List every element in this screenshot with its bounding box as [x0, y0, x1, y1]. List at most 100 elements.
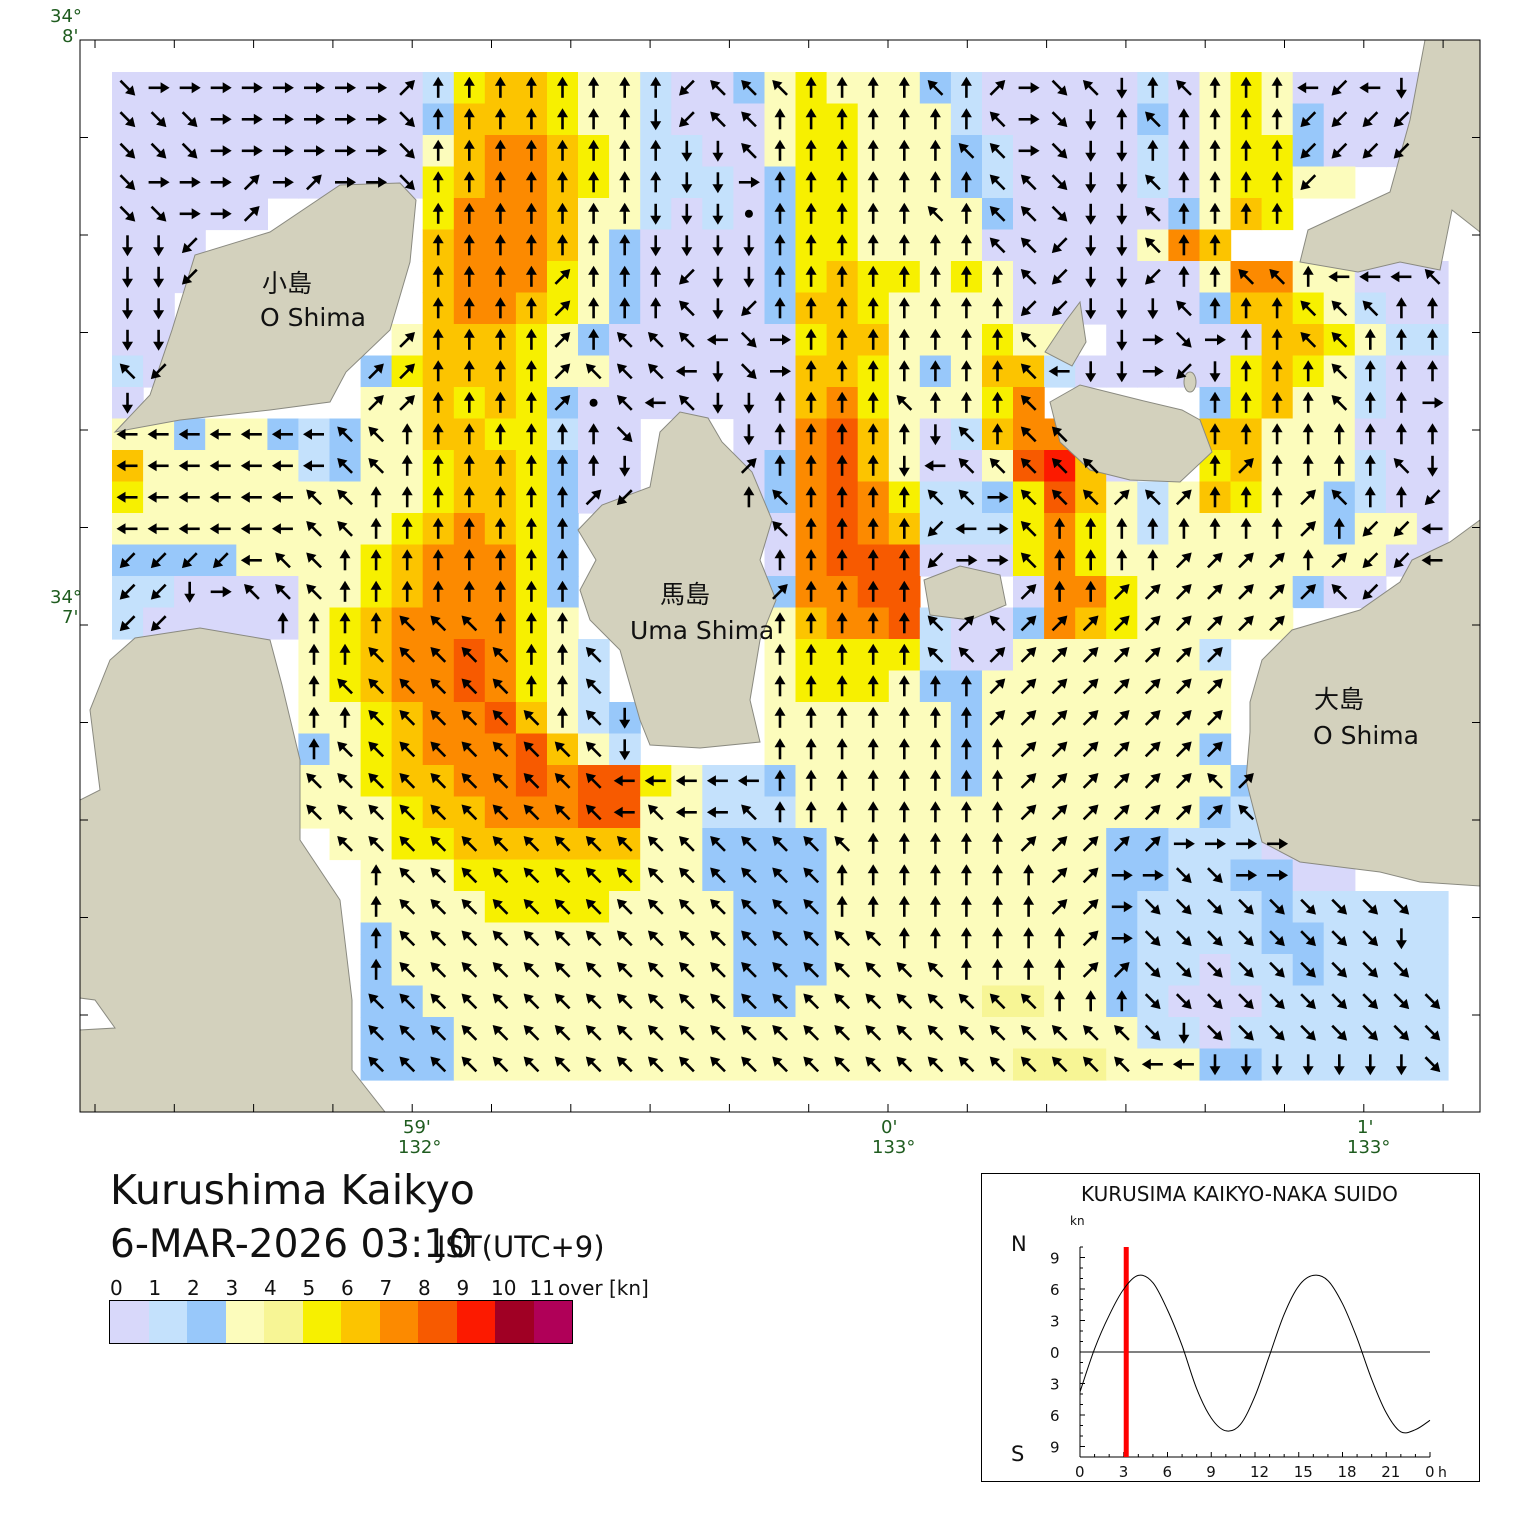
- y-tick-label: 3: [1050, 1313, 1060, 1331]
- current-map: 小島 O Shima 馬島 Uma Shima 大島 O Shima 34° 8…: [50, 6, 1481, 1158]
- current-arrow-icon: [1051, 205, 1068, 222]
- current-arrow-icon: [1209, 108, 1221, 130]
- current-arrow-icon: [960, 76, 972, 98]
- y-tick-label: 6: [1050, 1281, 1060, 1299]
- current-arrow-icon: [272, 176, 294, 188]
- current-arrow-icon: [867, 297, 879, 319]
- current-arrow-icon: [805, 202, 817, 224]
- current-arrow-icon: [1147, 139, 1159, 161]
- current-arrow-icon: [210, 208, 232, 220]
- current-arrow-icon: [1147, 298, 1159, 320]
- current-arrow-icon: [1020, 269, 1037, 285]
- current-arrow-icon: [650, 235, 662, 257]
- current-arrow-icon: [1395, 77, 1407, 99]
- current-arrow-icon: [335, 145, 356, 157]
- current-arrow-icon: [616, 332, 633, 348]
- current-arrow-icon: [588, 139, 600, 161]
- legend-swatch: [495, 1301, 534, 1343]
- speed-cell: [1323, 166, 1356, 199]
- current-arrow-icon: [805, 328, 817, 350]
- current-arrow-icon: [432, 76, 444, 98]
- current-arrow-icon: [1209, 234, 1221, 256]
- current-arrow-icon: [805, 139, 817, 161]
- current-arrow-icon: [1300, 174, 1317, 191]
- legend-swatch: [187, 1301, 226, 1343]
- current-arrow-icon: [1116, 203, 1128, 225]
- current-arrow-icon: [243, 206, 260, 222]
- current-arrow-icon: [119, 363, 136, 380]
- current-arrow-icon: [1209, 265, 1221, 287]
- current-arrow-icon: [366, 113, 388, 125]
- x-tick-label: 21: [1381, 1463, 1400, 1481]
- current-arrow-icon: [1271, 297, 1283, 319]
- current-arrow-icon: [774, 171, 786, 193]
- current-arrow-icon: [210, 145, 232, 157]
- latitude-labels: 34° 8' 34° 7': [50, 6, 82, 628]
- current-arrow-icon: [1328, 271, 1350, 283]
- legend-swatch: [264, 1301, 303, 1343]
- current-arrow-icon: [1362, 300, 1379, 317]
- current-arrow-icon: [366, 176, 388, 188]
- current-arrow-icon: [1178, 108, 1190, 130]
- land-areas: [79, 39, 1481, 1113]
- current-arrow-icon: [1085, 109, 1097, 131]
- legend-label: 8: [418, 1276, 431, 1300]
- current-arrow-icon: [525, 297, 537, 319]
- current-arrow-icon: [774, 265, 786, 287]
- current-arrow-icon: [399, 363, 415, 380]
- current-arrow-icon: [241, 145, 263, 157]
- map-title: Kurushima Kaikyo: [110, 1166, 475, 1214]
- current-arrow-icon: [119, 142, 136, 159]
- current-arrow-icon: [619, 139, 631, 161]
- current-arrow-icon: [898, 139, 910, 161]
- current-arrow-icon: [960, 234, 972, 256]
- current-arrow-icon: [494, 360, 506, 382]
- current-arrow-icon: [836, 202, 848, 224]
- current-arrow-icon: [1051, 268, 1068, 285]
- current-arrow-icon: [805, 171, 817, 193]
- current-arrow-icon: [712, 298, 724, 320]
- legend-label: 6: [341, 1276, 354, 1300]
- current-arrow-icon: [272, 113, 294, 125]
- current-arrow-icon: [1205, 334, 1226, 346]
- current-arrow-icon: [432, 171, 444, 193]
- current-arrow-icon: [992, 265, 1003, 287]
- current-arrow-icon: [122, 235, 133, 257]
- current-arrow-icon: [867, 360, 879, 382]
- current-arrow-icon: [557, 234, 568, 256]
- map-datetime: 6-MAR-2026 03:10: [110, 1222, 473, 1267]
- current-arrow-icon: [1020, 332, 1037, 348]
- timezone-label: JST(UTC+9): [437, 1230, 605, 1264]
- current-arrow-icon: [774, 202, 786, 224]
- current-arrow-icon: [557, 202, 568, 224]
- current-arrow-icon: [805, 76, 817, 98]
- current-arrow-icon: [743, 235, 755, 257]
- legend-swatch: [302, 1301, 341, 1343]
- current-arrow-icon: [741, 300, 757, 317]
- current-arrow-icon: [867, 76, 879, 98]
- current-arrow-icon: [1176, 300, 1192, 317]
- current-arrow-icon: [710, 111, 726, 128]
- lon-label-deg: 132°: [398, 1137, 441, 1158]
- current-arrow-icon: [1300, 300, 1317, 317]
- current-arrow-icon: [1116, 140, 1128, 162]
- current-arrow-icon: [1271, 139, 1283, 161]
- current-arrow-icon: [525, 328, 537, 350]
- current-arrow-icon: [463, 139, 475, 161]
- current-arrow-icon: [710, 80, 726, 96]
- current-arrow-icon: [463, 328, 475, 350]
- current-arrow-icon: [650, 171, 662, 193]
- legend-label: 4: [264, 1276, 277, 1300]
- current-arrow-icon: [588, 171, 600, 193]
- current-arrow-icon: [463, 234, 475, 256]
- legend-label: 0: [110, 1276, 123, 1300]
- current-arrow-icon: [1145, 206, 1161, 222]
- current-arrow-icon: [122, 266, 133, 288]
- current-arrow-icon: [494, 139, 506, 161]
- current-arrow-icon: [150, 142, 167, 159]
- current-arrow-icon: [681, 172, 693, 194]
- current-arrow-icon: [898, 234, 910, 256]
- current-arrow-icon: [1331, 79, 1348, 96]
- current-arrow-icon: [432, 265, 444, 287]
- x-tick-label: 9: [1206, 1463, 1216, 1481]
